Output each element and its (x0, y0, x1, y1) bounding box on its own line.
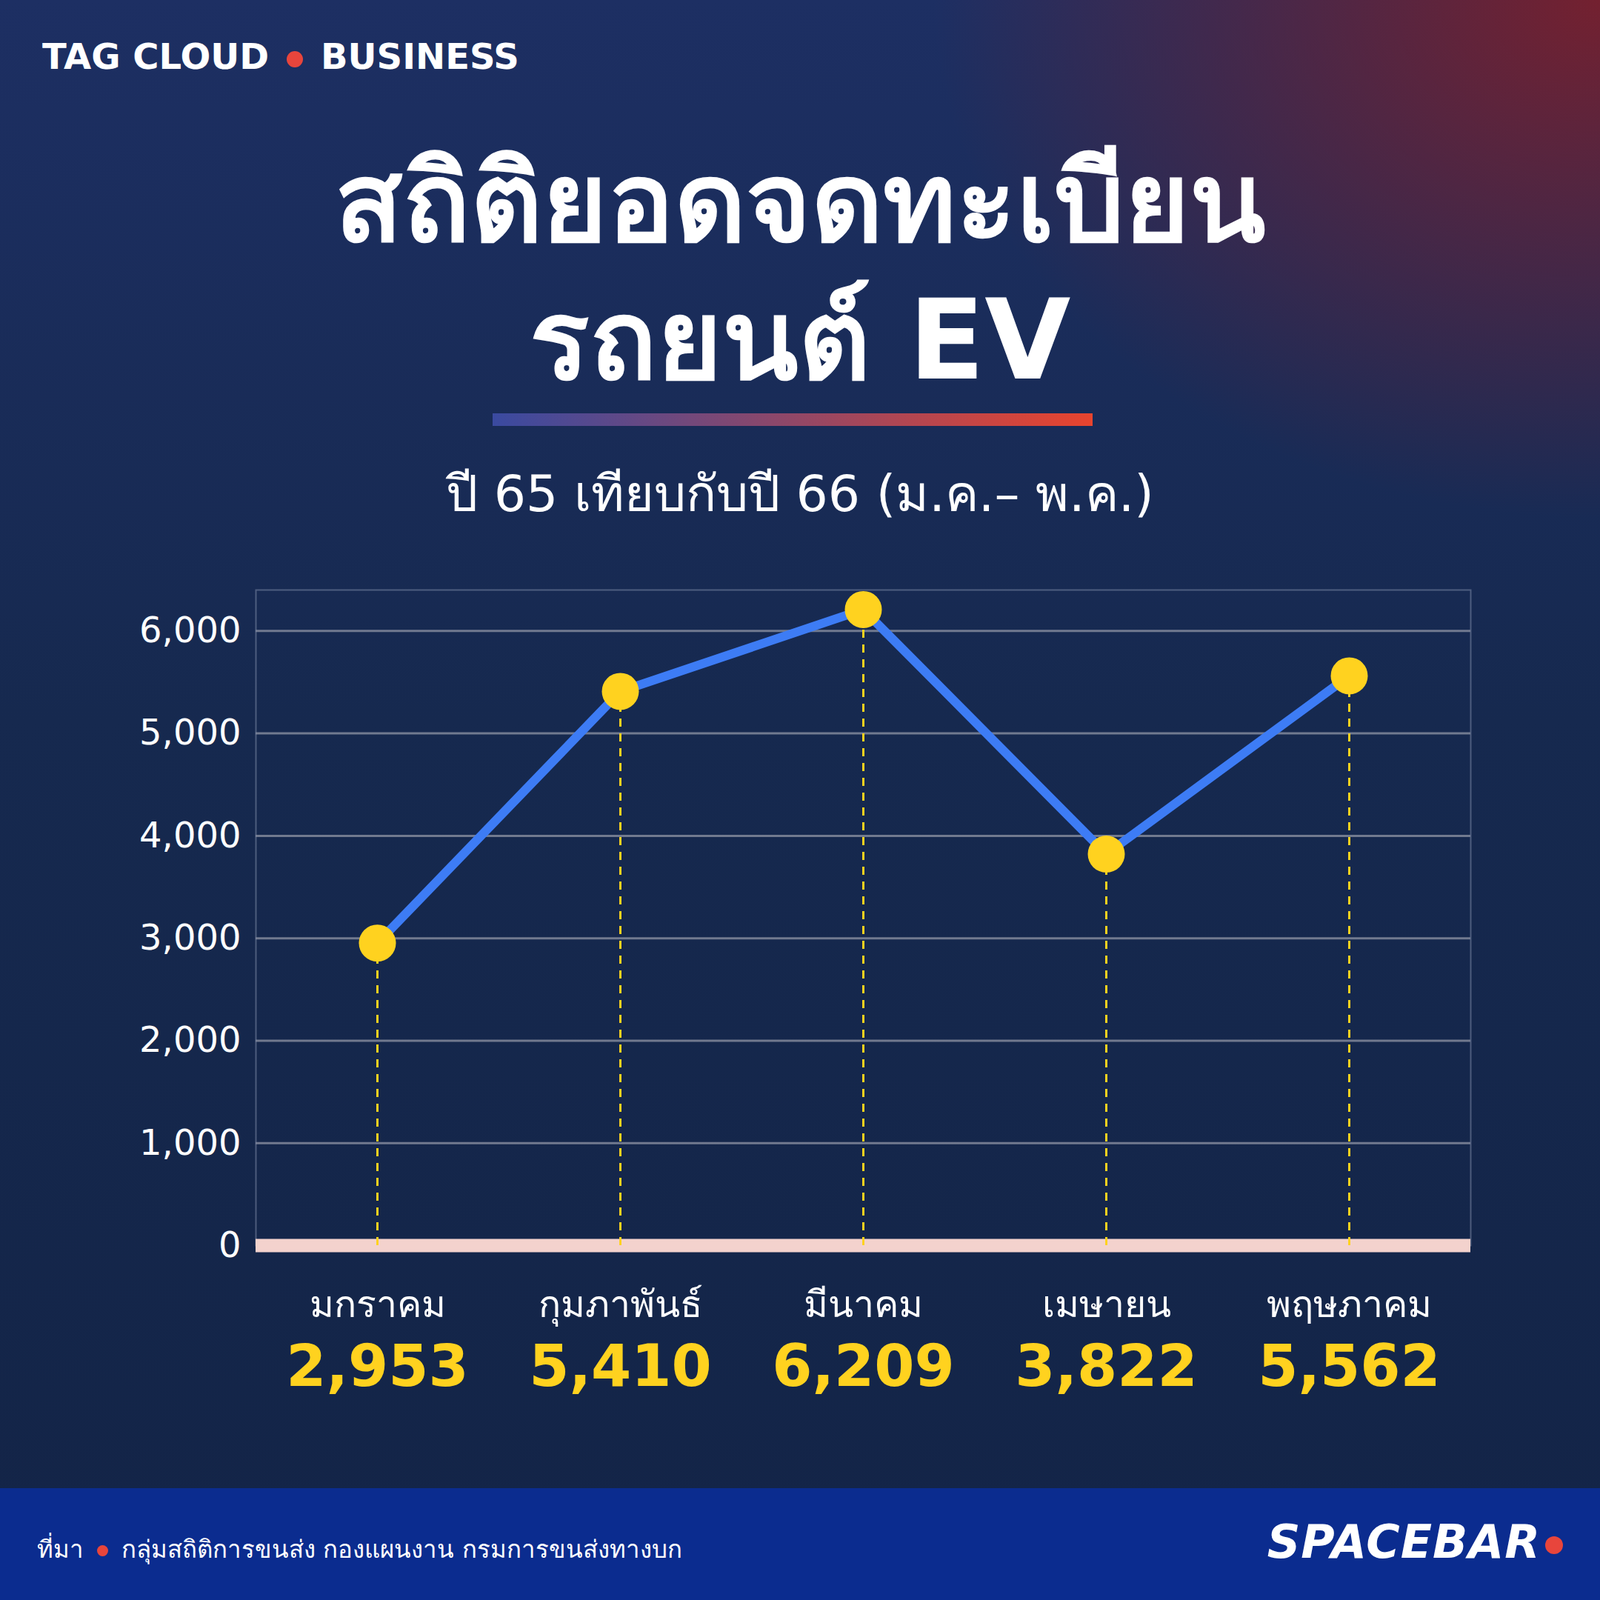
svg-text:2,000: 2,000 (139, 1018, 241, 1060)
html-text:กลุ่มสถิติการขนส่ง กองแผนงาน ก: กลุ่มสถิติการขนส่ง กองแผนงาน กรมการขนส่ง… (121, 1534, 683, 1564)
svg-text:กุมภาพันธ์: กุมภาพันธ์ (538, 1282, 703, 1327)
svg-text:มกราคม: มกราคม (309, 1282, 446, 1326)
html-text:BUSINESS: BUSINESS (320, 35, 520, 78)
svg-text:3,000: 3,000 (139, 916, 241, 958)
svg-text:เมษายน: เมษายน (1042, 1282, 1172, 1326)
svg-text:0: 0 (218, 1223, 242, 1266)
svg-text:6,000: 6,000 (139, 608, 241, 651)
svg-text:5,562: 5,562 (1257, 1332, 1441, 1400)
svg-text:4,000: 4,000 (139, 814, 241, 856)
svg-text:1,000: 1,000 (139, 1121, 241, 1163)
svg-text:5,000: 5,000 (139, 711, 241, 753)
svg-text:6,209: 6,209 (771, 1332, 955, 1400)
svg-text:พฤษภาคม: พฤษภาคม (1266, 1282, 1432, 1326)
html-text:SPACEBAR: SPACEBAR (1267, 1514, 1541, 1569)
html-text:TAG CLOUD: TAG CLOUD (42, 35, 269, 78)
svg-text:5,410: 5,410 (528, 1332, 712, 1400)
svg-text:3,822: 3,822 (1014, 1332, 1198, 1400)
svg-text:มีนาคม: มีนาคม (803, 1282, 923, 1326)
html-text:ที่มา: ที่มา (37, 1534, 84, 1564)
html-text:ปี 65 เทียบกับปี 66 (ม.ค.– พ.ค: ปี 65 เทียบกับปี 66 (ม.ค.– พ.ค.) (446, 464, 1154, 523)
html-text:สถิติยอดจดทะเบียน รถยนต์ EV: สถิติยอดจดทะเบียน รถยนต์ EV (334, 137, 1266, 405)
svg-text:2,953: 2,953 (285, 1332, 469, 1400)
